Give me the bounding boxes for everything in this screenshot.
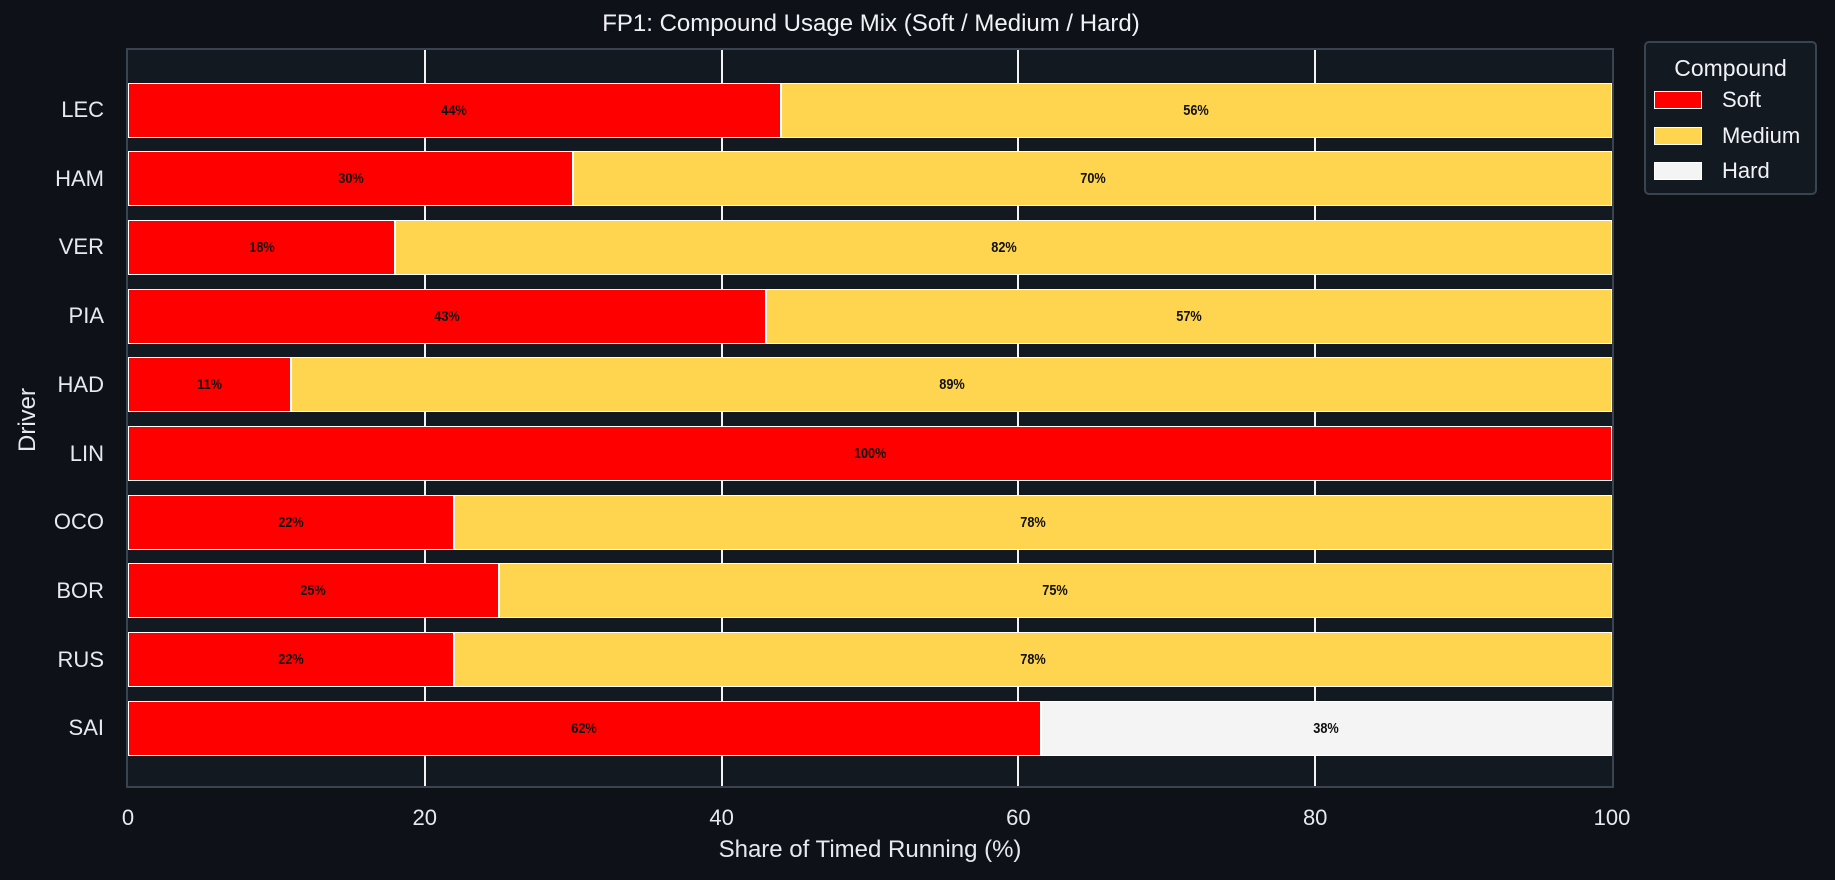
bar-value-label: 89% [938,376,965,394]
x-axis-label: Share of Timed Running (%) [718,836,1022,863]
bar-value-label: 56% [1183,101,1210,119]
bar-row-sai: 62% 38% [128,700,1612,756]
legend: Compound Soft Medium Hard [1644,41,1817,195]
bar-segment: 89% [291,357,1612,413]
bar-row-rus: 22% 78% [128,632,1612,688]
bar-row-bor: 25% 75% [128,563,1612,619]
bar-segment: 100% [128,426,1612,481]
y-tick-label: HAM [55,165,104,191]
gridline [1314,50,1317,786]
bar-value-label: 22% [278,651,304,669]
legend-item-medium: Medium [1654,123,1800,149]
bar-value-label: 100% [853,445,887,462]
bar-row-lin: 100% [128,426,1612,481]
bar-value-label: 22% [278,513,304,531]
bar-segment: 82% [395,219,1612,275]
y-tick-label: RUS [57,646,104,672]
chart-title: FP1: Compound Usage Mix (Soft / Medium /… [602,10,1140,37]
legend-label-soft: Soft [1722,87,1762,112]
bar-segment: 57% [766,288,1612,344]
bar-segment: 22% [128,632,455,688]
bar-segment: 38% [1040,700,1612,756]
y-tick-label: OCO [53,509,104,535]
gridline [720,50,723,786]
bar-value-label: 57% [1176,307,1202,325]
bar-segment: 30% [128,151,574,207]
bar-segment: 75% [499,563,1612,619]
y-tick-label: BOR [56,577,104,603]
y-tick-label: VER [58,234,104,260]
bar-row-lec: 44% 56% [128,82,1612,138]
legend-label-hard: Hard [1722,158,1770,183]
legend-item-soft: Soft [1654,87,1761,113]
bar-row-ver: 18% 82% [128,219,1612,275]
bar-row-oco: 22% 78% [128,494,1612,550]
bar-segment: 25% [128,563,499,619]
bar-value-label: 62% [571,719,598,737]
plot-area: 44% 56% 30% 70% 18% 82% 43% 57% 11% 89% 100% 22% 78%… [126,48,1614,788]
x-tick-label: 100 [1593,805,1631,830]
bar-value-label: 38% [1313,719,1340,737]
x-tick-label: 80 [1302,805,1328,830]
legend-swatch-hard [1654,162,1702,180]
bar-value-label: 78% [1020,513,1046,531]
bar-segment: 78% [454,494,1612,550]
legend-swatch-soft [1654,91,1702,109]
bar-value-label: 75% [1042,582,1069,600]
gridline [423,50,426,786]
bar-value-label: 18% [248,238,275,256]
bar-value-label: 11% [197,376,223,394]
bar-value-label: 44% [441,101,468,119]
legend-item-hard: Hard [1654,158,1770,184]
bar-segment: 43% [128,288,767,344]
bar-segment: 18% [128,219,396,275]
bar-value-label: 43% [434,307,460,325]
bar-value-label: 70% [1079,170,1106,188]
y-tick-label: SAI [68,715,104,741]
bar-row-pia: 43% 57% [128,288,1612,344]
bar-value-label: 25% [300,582,327,600]
y-tick-label: PIA [68,303,104,329]
legend-swatch-medium [1654,127,1702,145]
bar-segment: 22% [128,494,455,550]
y-tick-label: LIN [69,440,104,466]
bar-value-label: 82% [990,238,1017,256]
x-tick-label: 20 [412,805,438,830]
y-tick-label: LEC [61,97,104,122]
bar-segment: 44% [128,82,781,138]
x-tick-label: 0 [121,805,135,830]
x-tick-label: 40 [709,805,734,830]
bar-row-ham: 30% 70% [128,151,1612,207]
bar-value-label: 30% [337,170,364,188]
bar-row-had: 11% 89% [128,357,1612,413]
y-tick-label: HAD [57,371,104,397]
bar-value-label: 78% [1020,651,1046,669]
bar-segment: 56% [780,82,1612,138]
bar-segment: 70% [573,151,1612,207]
bar-segment: 11% [128,357,292,413]
legend-label-medium: Medium [1722,123,1801,148]
legend-title: Compound [1674,55,1787,81]
x-tick-label: 60 [1006,805,1031,830]
bar-segment: 62% [128,700,1041,756]
gridline [1017,50,1020,786]
bar-segment: 78% [454,632,1612,688]
